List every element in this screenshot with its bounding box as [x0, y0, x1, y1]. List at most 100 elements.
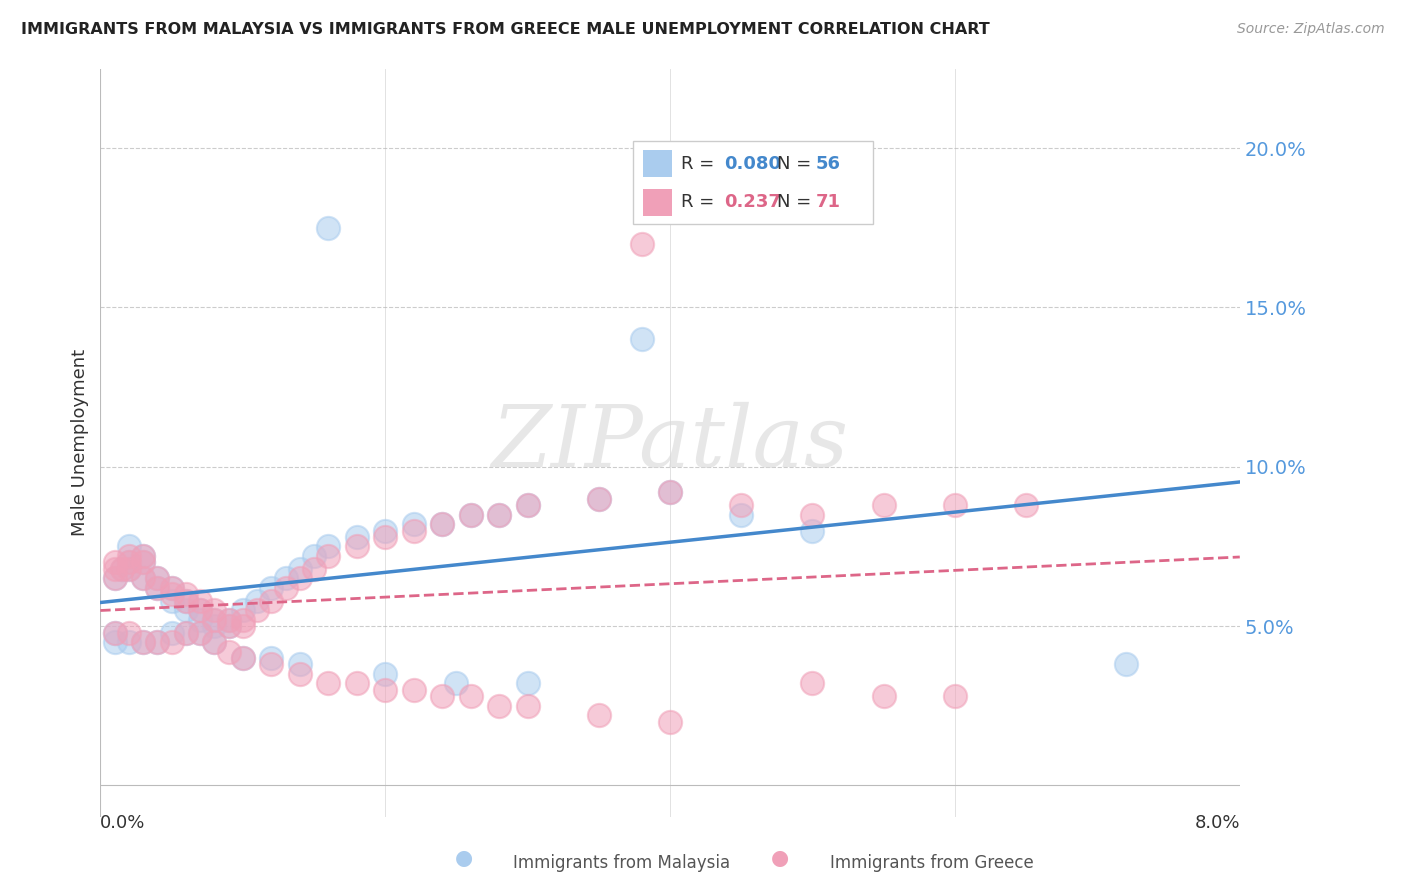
- Point: [188, 603, 211, 617]
- Text: ZIPatlas: ZIPatlas: [492, 401, 849, 484]
- Bar: [643, 151, 672, 177]
- FancyBboxPatch shape: [633, 141, 873, 224]
- Point: [218, 619, 240, 633]
- Point: [346, 530, 368, 544]
- Point: [316, 676, 339, 690]
- Point: [659, 485, 682, 500]
- Point: [873, 690, 896, 704]
- Point: [460, 508, 482, 522]
- Point: [288, 667, 311, 681]
- Point: [274, 581, 297, 595]
- Point: [446, 676, 468, 690]
- Point: [160, 581, 183, 595]
- Text: Source: ZipAtlas.com: Source: ZipAtlas.com: [1237, 22, 1385, 37]
- Point: [246, 593, 269, 607]
- Point: [232, 619, 254, 633]
- Point: [160, 587, 183, 601]
- Point: [430, 517, 453, 532]
- Point: [316, 549, 339, 563]
- Point: [1015, 498, 1038, 512]
- Text: R =: R =: [682, 193, 720, 211]
- Point: [801, 676, 824, 690]
- Point: [246, 603, 269, 617]
- Point: [118, 540, 141, 554]
- Point: [516, 698, 538, 713]
- Point: [232, 651, 254, 665]
- Text: 8.0%: 8.0%: [1194, 814, 1240, 832]
- Point: [146, 581, 169, 595]
- Point: [943, 498, 966, 512]
- Point: [146, 571, 169, 585]
- Point: [516, 498, 538, 512]
- Point: [232, 603, 254, 617]
- Point: [730, 508, 752, 522]
- Point: [132, 571, 155, 585]
- Point: [118, 562, 141, 576]
- Y-axis label: Male Unemployment: Male Unemployment: [72, 350, 89, 536]
- Point: [104, 625, 127, 640]
- Point: [374, 682, 396, 697]
- Point: [202, 603, 225, 617]
- Point: [160, 625, 183, 640]
- Point: [174, 593, 197, 607]
- Point: [104, 571, 127, 585]
- Point: [118, 556, 141, 570]
- Point: [188, 625, 211, 640]
- Point: [146, 635, 169, 649]
- Point: [346, 540, 368, 554]
- Point: [104, 635, 127, 649]
- Point: [260, 593, 283, 607]
- Point: [488, 698, 510, 713]
- Text: N =: N =: [778, 154, 817, 173]
- Point: [801, 524, 824, 538]
- Point: [288, 571, 311, 585]
- Point: [160, 581, 183, 595]
- Point: [659, 485, 682, 500]
- Point: [516, 676, 538, 690]
- Point: [232, 651, 254, 665]
- Text: 0.237: 0.237: [724, 193, 782, 211]
- Point: [132, 635, 155, 649]
- Point: [104, 571, 127, 585]
- Point: [174, 593, 197, 607]
- Point: [104, 562, 127, 576]
- Point: [630, 236, 652, 251]
- Point: [232, 613, 254, 627]
- Point: [188, 593, 211, 607]
- Point: [460, 690, 482, 704]
- Point: [188, 613, 211, 627]
- Point: [104, 556, 127, 570]
- Point: [402, 517, 425, 532]
- Point: [202, 635, 225, 649]
- Point: [260, 581, 283, 595]
- Point: [943, 690, 966, 704]
- Point: [202, 635, 225, 649]
- Point: [132, 556, 155, 570]
- Point: [274, 571, 297, 585]
- Text: 56: 56: [815, 154, 841, 173]
- Text: N =: N =: [778, 193, 817, 211]
- Point: [188, 625, 211, 640]
- Point: [302, 562, 325, 576]
- Point: [460, 508, 482, 522]
- Point: [160, 635, 183, 649]
- Point: [516, 498, 538, 512]
- Point: [174, 603, 197, 617]
- Point: [118, 556, 141, 570]
- Point: [316, 220, 339, 235]
- Point: [132, 635, 155, 649]
- Point: [402, 682, 425, 697]
- Point: [218, 613, 240, 627]
- Point: [118, 549, 141, 563]
- Point: [374, 524, 396, 538]
- Point: [132, 571, 155, 585]
- Point: [132, 549, 155, 563]
- Text: Immigrants from Malaysia: Immigrants from Malaysia: [513, 855, 730, 872]
- Point: [801, 508, 824, 522]
- Text: Immigrants from Greece: Immigrants from Greece: [830, 855, 1033, 872]
- Point: [588, 491, 610, 506]
- Point: [588, 491, 610, 506]
- Point: [873, 498, 896, 512]
- Point: [302, 549, 325, 563]
- Point: [260, 651, 283, 665]
